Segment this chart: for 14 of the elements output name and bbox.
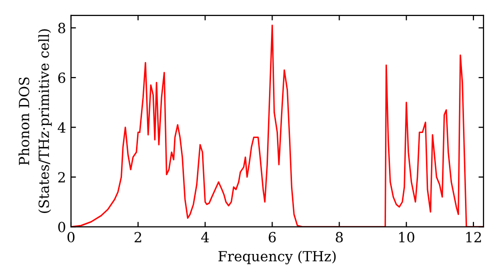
x-tick-label: 4	[201, 232, 209, 242]
x-tick-label: 8	[336, 232, 343, 242]
y-tick-label: 4	[58, 122, 66, 133]
y-tick-label: 8	[58, 22, 66, 34]
x-tick-label: 0	[67, 232, 74, 242]
x-tick-label: 6	[268, 232, 276, 242]
y-tick-label: 2	[58, 172, 65, 182]
x-axis-title: Frequency (THz)	[218, 250, 336, 264]
y-axis-title: Phonon DOS (States/THz·primitive cell)	[18, 29, 52, 213]
y-tick-label: 6	[58, 72, 66, 84]
y-tick-label: 0	[58, 222, 66, 232]
x-tick-label: 12	[466, 232, 481, 242]
x-tick-label: 2	[134, 232, 142, 242]
x-tick-label: 10	[399, 232, 414, 242]
